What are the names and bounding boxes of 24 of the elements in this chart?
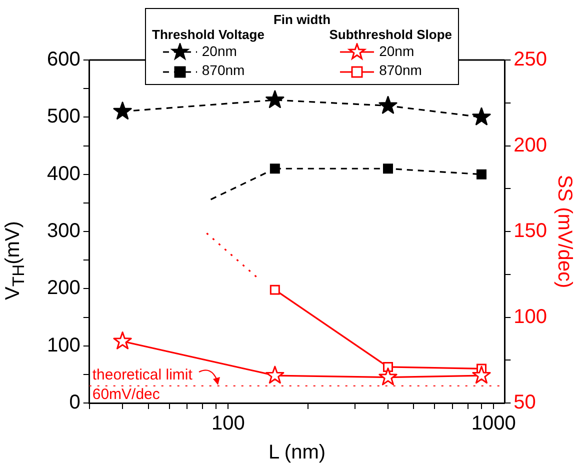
y-tick-label: 200 (46, 277, 80, 300)
y-tick-label: 400 (46, 162, 80, 185)
y2-tick-label: 100 (514, 306, 548, 328)
y2-axis-title: SS (mV/dec) (553, 174, 576, 288)
annotation: 60mV/dec (92, 386, 160, 403)
y-tick-label: 300 (46, 220, 80, 242)
legend-label: 20nm (200, 42, 238, 61)
y2-tick-label: 150 (514, 220, 548, 242)
y2-tick-label: 50 (514, 392, 536, 414)
y-tick-label: 0 (69, 392, 80, 414)
y-tick-label: 600 (46, 48, 80, 71)
y-tick-label: 100 (46, 334, 80, 356)
legend-label: 20nm (378, 42, 416, 61)
text: Subthreshold Slope (329, 27, 452, 42)
ref-line-label: theoretical limit (92, 366, 194, 384)
x-tick-label: 1000 (471, 412, 516, 435)
text: Threshold Voltage (152, 27, 264, 42)
y2-tick-label: 200 (514, 134, 548, 156)
legend-label: 870nm (378, 61, 423, 80)
legend-title: Fin width (272, 12, 332, 27)
y2-tick-label: 250 (514, 48, 548, 71)
legend-label: 870nm (200, 61, 246, 80)
x-axis-title: L (nm) (268, 442, 326, 464)
y-tick-label: 500 (46, 106, 80, 128)
